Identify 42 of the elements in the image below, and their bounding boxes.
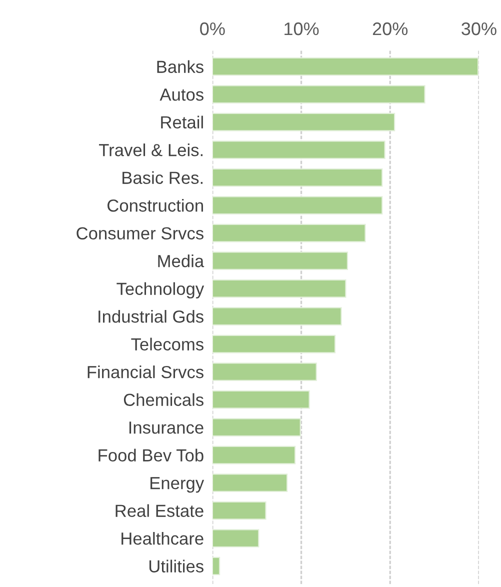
bar xyxy=(212,140,386,159)
bar xyxy=(212,307,342,326)
y-tick-label: Insurance xyxy=(129,422,204,434)
bar xyxy=(212,501,266,520)
bar xyxy=(212,57,479,76)
y-tick-label: Real Estate xyxy=(116,504,204,517)
bar xyxy=(212,362,317,381)
x-tick-label: 20% xyxy=(372,22,408,36)
y-tick-label: Healthcare xyxy=(122,532,204,545)
y-tick-label: Consumer Srvcs xyxy=(76,227,204,240)
bar xyxy=(212,112,396,132)
bar xyxy=(212,196,383,214)
y-tick-label: Industrial Gds xyxy=(98,310,204,323)
y-tick-label: Energy xyxy=(150,477,204,493)
y-tick-label: Travel & Leis. xyxy=(99,144,203,156)
bar xyxy=(212,85,426,104)
bar xyxy=(212,252,348,270)
y-tick-label: Construction xyxy=(108,199,203,212)
bar xyxy=(212,390,310,409)
y-tick-label: Banks xyxy=(157,60,204,74)
x-tick-label: 0% xyxy=(200,22,225,36)
bar xyxy=(212,279,346,298)
x-tick-label: 30% xyxy=(462,22,496,36)
y-tick-label: Basic Res. xyxy=(122,171,203,184)
y-tick-label: Telecoms xyxy=(131,338,204,350)
y-tick-label: Media xyxy=(158,254,204,268)
bar xyxy=(212,446,296,464)
y-tick-label: Food Bev Tob xyxy=(98,448,204,462)
bar xyxy=(212,224,366,242)
y-tick-label: Chemicals xyxy=(124,393,204,406)
bar xyxy=(212,529,260,548)
y-tick-label: Financial Srvcs xyxy=(88,365,204,378)
y-tick-label: Utilities xyxy=(149,560,204,572)
bar xyxy=(212,474,288,492)
y-tick-label: Technology xyxy=(116,282,204,298)
y-tick-label: Autos xyxy=(160,88,204,101)
y-tick-label: Retail xyxy=(161,116,203,129)
bar xyxy=(212,418,301,436)
bar xyxy=(212,168,383,187)
x-tick-label: 10% xyxy=(284,22,319,36)
bar xyxy=(212,556,220,576)
bar xyxy=(212,334,336,354)
